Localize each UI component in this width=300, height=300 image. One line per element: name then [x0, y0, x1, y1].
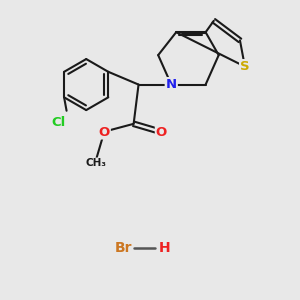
Text: H: H [159, 241, 170, 255]
Text: S: S [240, 60, 250, 73]
Text: N: N [166, 78, 177, 91]
Text: Cl: Cl [51, 116, 65, 129]
Text: Br: Br [115, 241, 133, 255]
Text: O: O [156, 125, 167, 139]
Text: CH₃: CH₃ [85, 158, 106, 168]
Text: O: O [99, 125, 110, 139]
